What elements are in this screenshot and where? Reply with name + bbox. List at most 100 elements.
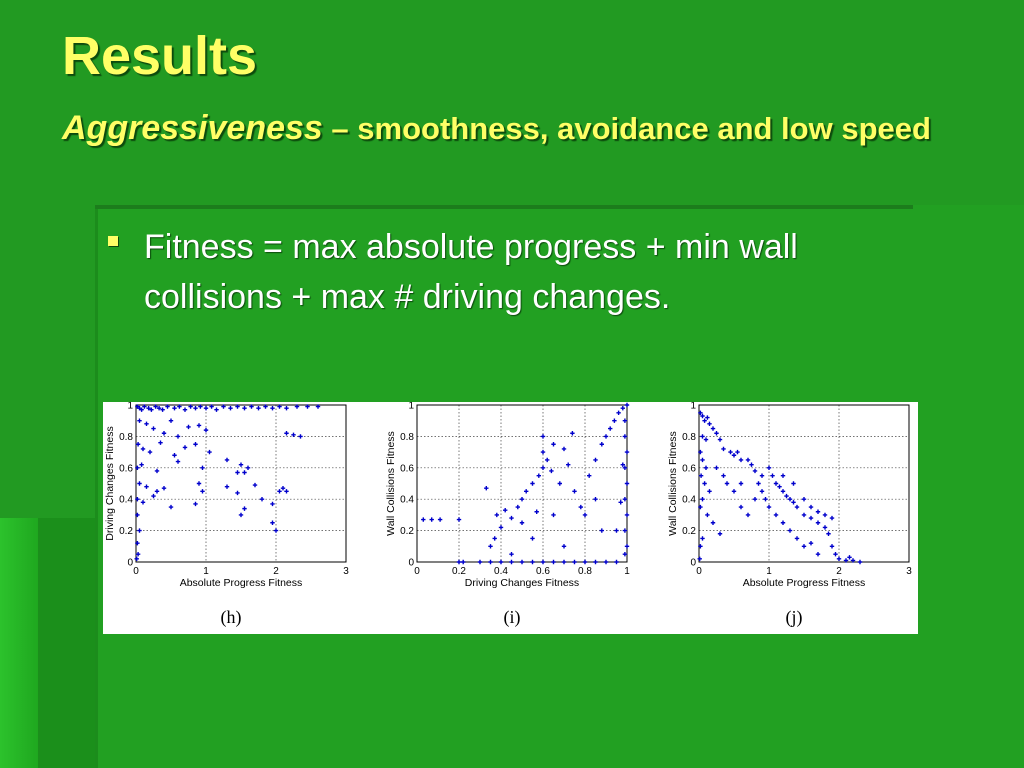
scatter-point xyxy=(822,512,828,518)
scatter-point xyxy=(519,497,525,502)
scatter-point xyxy=(777,484,782,489)
scatter-point xyxy=(298,434,303,439)
x-tick-label: 0 xyxy=(696,566,702,577)
x-tick-label: 1 xyxy=(203,566,209,577)
scatter-point xyxy=(829,544,835,549)
scatter-point xyxy=(284,405,289,411)
scatter-point xyxy=(624,449,630,455)
scatter-point xyxy=(700,413,705,419)
scatter-point xyxy=(207,449,212,455)
plot-caption: (j) xyxy=(786,607,803,628)
scatter-point xyxy=(182,407,188,412)
scatter-point xyxy=(203,427,209,433)
scatter-point xyxy=(536,473,541,478)
scatter-point xyxy=(731,489,737,494)
scatter-point xyxy=(156,405,162,411)
scatter-point xyxy=(498,525,504,530)
scatter-point xyxy=(620,405,625,411)
scatter-point xyxy=(540,434,546,439)
scatter-point xyxy=(249,404,254,409)
scatter-point xyxy=(822,525,828,530)
scatter-point xyxy=(294,404,300,409)
scatter-point xyxy=(551,512,556,518)
scatter-point xyxy=(624,512,630,518)
scatter-point xyxy=(801,512,807,518)
plot-caption: (h) xyxy=(221,607,242,628)
scatter-point xyxy=(509,559,514,565)
scatter-point xyxy=(270,405,275,411)
subtitle-rest: – smoothness, avoidance and low speed xyxy=(322,111,931,146)
scatter-point xyxy=(492,536,497,541)
scatter-point xyxy=(745,512,751,518)
scatter-point xyxy=(702,418,707,423)
scatter-point xyxy=(794,504,800,510)
scatter-point xyxy=(498,559,504,565)
scatter-point xyxy=(721,446,726,452)
scatter-point xyxy=(572,489,577,494)
scatter-point xyxy=(193,442,198,447)
bullet-item: Fitness = max absolute progress + min wa… xyxy=(144,228,798,316)
scatter-point xyxy=(714,431,719,436)
scatter-point xyxy=(196,423,202,428)
scatter-point xyxy=(833,551,838,557)
scatter-point xyxy=(566,462,571,467)
slide-title: Results xyxy=(62,26,258,86)
scatter-point xyxy=(530,481,535,486)
scatter-point xyxy=(196,481,202,486)
scatter-point xyxy=(429,517,434,522)
scatter-point xyxy=(134,556,139,562)
scatter-point xyxy=(315,404,321,409)
scatter-point xyxy=(291,432,296,438)
scatter-point xyxy=(515,504,520,510)
scatter-point xyxy=(259,497,265,502)
scatter-point xyxy=(593,457,598,463)
scatter-point xyxy=(137,481,142,486)
scatter-point xyxy=(593,497,598,502)
scatter-point xyxy=(787,497,793,502)
scatter-point xyxy=(557,481,562,486)
scatter-point xyxy=(256,405,261,411)
scatter-point xyxy=(622,465,628,470)
y-tick-label: 0 xyxy=(127,558,133,569)
y-tick-label: 0.8 xyxy=(400,432,414,443)
scatter-point xyxy=(700,536,705,541)
scatter-point xyxy=(245,465,251,470)
scatter-point xyxy=(161,486,167,491)
scatter-point xyxy=(142,404,147,409)
scatter-point xyxy=(815,509,821,514)
scatter-point xyxy=(698,473,704,478)
scatter-point xyxy=(158,440,163,445)
scatter-point xyxy=(707,421,712,427)
scatter-point xyxy=(151,493,156,499)
scatter-point xyxy=(620,462,625,467)
scatter-point xyxy=(759,489,765,494)
scatter-point xyxy=(235,470,240,475)
scatter-point xyxy=(801,497,807,502)
y-axis-label: Wall Collisions Fitness xyxy=(385,431,397,536)
scatter-point xyxy=(551,559,556,565)
scatter-point xyxy=(140,446,146,452)
scatter-point xyxy=(794,536,800,541)
background-strip-left xyxy=(0,518,38,768)
scatter-point xyxy=(843,558,849,563)
scatter-point xyxy=(214,407,219,412)
scatter-point xyxy=(238,512,244,518)
scatter-point xyxy=(488,544,493,549)
scatter-point xyxy=(421,517,426,522)
scatter-point xyxy=(203,405,209,411)
scatter-point xyxy=(608,426,613,431)
scatter-point xyxy=(815,520,821,525)
scatter-point xyxy=(836,556,842,562)
y-tick-label: 0.6 xyxy=(682,463,696,474)
scatter-point xyxy=(456,517,462,522)
scatter-point xyxy=(808,504,814,510)
scatter-point xyxy=(752,468,758,474)
plot-frame xyxy=(698,404,910,563)
scatter-point xyxy=(168,504,174,510)
y-tick-label: 0.2 xyxy=(119,526,133,537)
scatter-point xyxy=(624,544,630,549)
scatter-point xyxy=(700,457,705,463)
scatter-point xyxy=(235,490,240,496)
